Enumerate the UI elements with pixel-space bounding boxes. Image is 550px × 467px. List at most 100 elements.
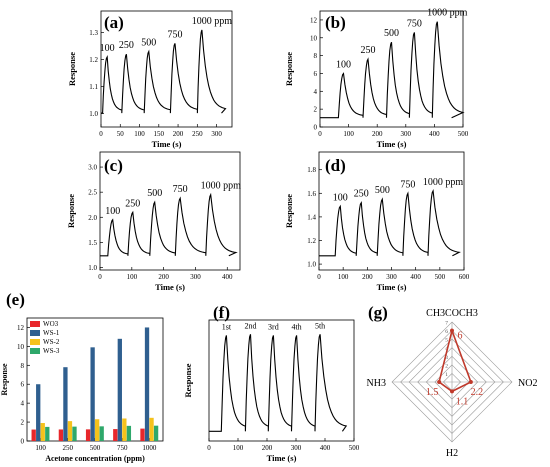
x-tick-label: 150 <box>154 130 165 138</box>
bar <box>58 429 64 441</box>
response-curve <box>209 334 348 432</box>
x-tick-label: 400 <box>222 273 233 281</box>
x-tick-label: 500 <box>90 444 101 452</box>
x-tick-label: 0 <box>207 444 211 452</box>
bar <box>140 428 145 441</box>
peak-label: 100 <box>100 43 115 54</box>
y-tick-label: 0 <box>314 124 318 132</box>
peak-label: 3rd <box>268 322 279 331</box>
peak-label: 1000 ppm <box>427 8 468 19</box>
panel-f: 0 100 200 300 400 500 Time (s) Response (f)1st 2n… <box>183 303 360 463</box>
x-tick-label: 100 <box>338 273 349 281</box>
legend-label: WS-2 <box>43 338 60 346</box>
peak-label: 750 <box>173 184 188 195</box>
x-tick-label: 600 <box>459 273 470 281</box>
y-tick-label: 1.6 <box>307 190 316 198</box>
radar-point <box>468 380 473 384</box>
y-tick-label: 10 <box>17 343 25 351</box>
y-axis-label: Response <box>284 194 294 228</box>
x-tick-label: 200 <box>158 273 169 281</box>
y-tick-label: 1.3 <box>89 29 98 37</box>
radar-axis-label: NH3 <box>367 378 386 389</box>
x-axis-label: Time (s) <box>377 139 407 149</box>
radar-ring-label: 1 <box>445 372 448 378</box>
x-tick-label: 400 <box>429 130 440 138</box>
x-tick-label: 750 <box>117 444 128 452</box>
plot-frame <box>319 10 464 128</box>
y-tick-label: 6 <box>314 70 318 78</box>
panel-label: (a) <box>104 13 124 32</box>
bar <box>36 384 41 441</box>
y-tick-label: 8 <box>314 52 318 60</box>
response-curve <box>320 21 465 119</box>
x-tick-label: 500 <box>435 273 446 281</box>
x-tick-label: 500 <box>458 130 469 138</box>
x-tick-label: 300 <box>190 273 201 281</box>
panel-label: (g) <box>368 303 388 322</box>
peak-label: 750 <box>407 18 422 29</box>
bar <box>113 429 118 441</box>
peak-label: 1000 ppm <box>201 181 242 192</box>
bar <box>117 338 122 441</box>
y-tick-label: 12 <box>310 16 318 24</box>
legend-label: WS-1 <box>43 329 60 337</box>
panel-d: 0 100 200 300 400 500 600 1.0 1.2 1.4 1.6 1.8 Time (… <box>284 151 470 292</box>
panel-a: 0 50 100 150 200 250 300 1.0 1.1 1.2 1.3 Time (s) Re… <box>67 10 233 149</box>
y-tick-label: 1.8 <box>307 166 316 174</box>
peak-label: 100 <box>333 192 348 203</box>
panel-label: (b) <box>325 13 346 32</box>
y-tick-label: 3.0 <box>88 164 97 172</box>
x-axis-label: Time (s) <box>267 453 297 463</box>
y-tick-label: 2 <box>314 106 318 114</box>
response-curve <box>100 192 238 257</box>
radar-axis-label: NO2 <box>518 378 537 389</box>
bar <box>153 425 159 441</box>
peak-label: 1000 ppm <box>192 16 233 27</box>
x-tick-label: 250 <box>192 130 203 138</box>
x-tick-label: 300 <box>386 273 397 281</box>
plot-frame <box>100 10 233 128</box>
x-tick-label: 400 <box>320 444 331 452</box>
x-tick-label: 100 <box>134 130 145 138</box>
x-tick-label: 100 <box>127 273 138 281</box>
x-tick-label: 300 <box>211 130 222 138</box>
radar-ring-label: 7 <box>445 321 448 327</box>
peak-label: 250 <box>119 40 134 51</box>
bar <box>99 426 104 441</box>
radar-ring-label: 5 <box>445 338 448 344</box>
y-tick-label: 8 <box>21 362 25 370</box>
radar-point <box>450 389 454 394</box>
bar <box>126 425 132 441</box>
y-tick-label: 1.2 <box>307 237 316 245</box>
y-tick-label: 2 <box>21 419 25 427</box>
peak-label: 500 <box>375 185 390 196</box>
bar <box>31 429 36 441</box>
y-tick-label: 12 <box>17 324 25 332</box>
y-tick-label: 0 <box>21 438 25 446</box>
panel-e: 0 2 4 6 8 10 12 100 250 500 750 1000 Acetone concent… <box>0 290 164 463</box>
panel-b: 0 100 200 300 400 500 0 2 4 6 8 10 12 Time (s) Respons… <box>284 8 469 149</box>
y-tick-label: 6 <box>21 381 25 389</box>
peak-label: 250 <box>125 198 140 209</box>
x-tick-label: 100 <box>343 130 354 138</box>
response-curve <box>319 188 461 257</box>
radar-axis-label: H2 <box>446 448 458 459</box>
legend-label: WS-3 <box>43 347 60 355</box>
peak-label: 750 <box>167 29 182 40</box>
x-tick-label: 500 <box>349 444 360 452</box>
legend-label: WO3 <box>43 320 59 328</box>
legend-swatch <box>30 339 40 345</box>
x-tick-label: 100 <box>233 444 244 452</box>
y-tick-label: 1.5 <box>88 239 97 247</box>
x-tick-label: 200 <box>362 273 373 281</box>
y-tick-label: 4 <box>21 400 25 408</box>
legend-swatch <box>30 348 40 354</box>
y-tick-label: 1.4 <box>307 213 316 221</box>
peak-label: 100 <box>336 59 351 70</box>
peak-label: 250 <box>361 45 376 56</box>
x-axis-label: Time (s) <box>377 282 407 292</box>
x-tick-label: 100 <box>35 444 46 452</box>
